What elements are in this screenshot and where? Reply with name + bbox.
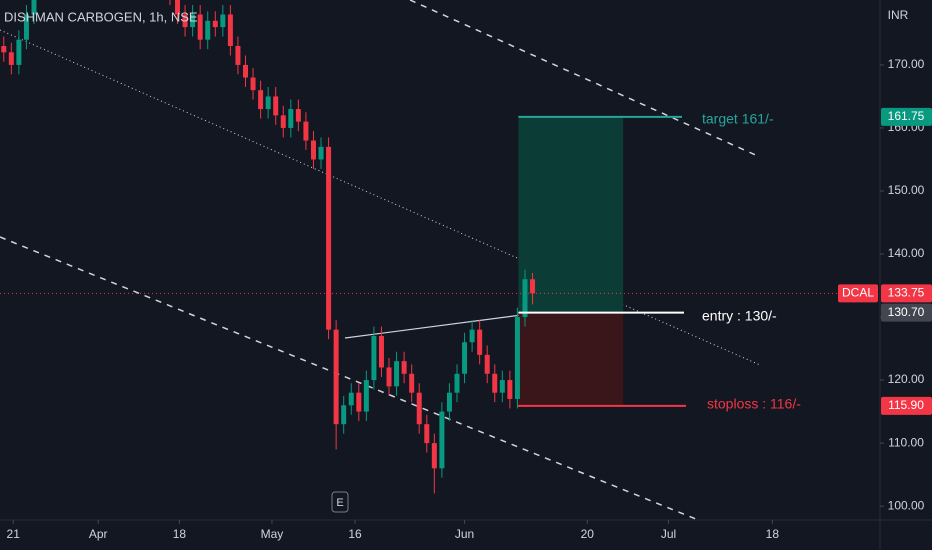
candle-body	[454, 373, 460, 393]
candle-body	[363, 380, 369, 412]
candle-body	[280, 115, 286, 128]
candle-body	[378, 335, 384, 368]
candle-body	[499, 380, 505, 393]
x-tick-label: 21	[7, 527, 21, 541]
channel-bottom	[0, 236, 701, 520]
candle-body	[318, 146, 324, 160]
annotation: entry : 130/-	[702, 307, 777, 323]
y-tick-label: 150.00	[888, 183, 925, 197]
candle-body	[341, 405, 347, 425]
candle-body	[235, 46, 241, 65]
candle-body	[182, 14, 188, 28]
candle-body	[31, 0, 37, 15]
candle-body	[409, 373, 415, 393]
candle-body	[356, 392, 362, 412]
candle-body	[288, 109, 294, 128]
currency: INR	[888, 8, 909, 22]
candle-body	[514, 317, 520, 399]
plot	[0, 0, 880, 494]
candle-body	[303, 121, 309, 141]
candle-body	[265, 96, 271, 110]
candle-body	[175, 0, 181, 15]
candle-body	[522, 279, 528, 318]
price-label: 130.70	[888, 305, 925, 319]
price-label-box	[881, 303, 932, 322]
y-tick-label: 140.00	[888, 246, 925, 260]
candle-body	[1, 46, 7, 53]
candle-body	[431, 443, 437, 469]
candle-body	[462, 342, 468, 374]
price-label-box	[881, 284, 932, 303]
price-label: 161.75	[888, 109, 925, 123]
candle-body	[469, 329, 475, 343]
candle-body	[484, 354, 490, 374]
candle-body	[227, 14, 233, 47]
candle-body	[386, 367, 392, 387]
candle-body	[250, 77, 256, 91]
candle-body	[477, 329, 483, 355]
x-tick-label: 18	[173, 527, 187, 541]
y-tick-label: 110.00	[888, 435, 924, 449]
candle-body	[310, 140, 316, 160]
candle-body	[23, 14, 29, 40]
annotation: stoploss : 116/-	[707, 396, 801, 412]
candle-body	[197, 14, 203, 40]
candle-body	[333, 329, 339, 425]
candle-body	[242, 64, 248, 78]
candle-body	[16, 39, 22, 65]
price-label: 115.90	[888, 398, 924, 412]
channel-top	[409, 0, 761, 158]
x-tick-label: Jul	[661, 527, 676, 541]
trend-line	[0, 29, 761, 366]
candle-body	[492, 373, 498, 393]
candle-body	[205, 20, 211, 40]
chart-title: DISHMAN CARBOGEN, 1h, NSE	[4, 9, 198, 24]
candle-body	[8, 52, 14, 65]
candle-body	[190, 14, 196, 28]
symbol-tag	[838, 284, 878, 303]
candle-body	[424, 424, 430, 444]
candle-body	[530, 279, 536, 294]
x-tick-label: 20	[581, 527, 595, 541]
y-tick-label: 100.00	[888, 498, 925, 512]
symbol-tag-label: DCAL	[842, 286, 874, 300]
event-badge[interactable]	[331, 491, 349, 513]
candle-body	[220, 14, 226, 28]
x-tick-label: 16	[348, 527, 362, 541]
candle-body	[439, 411, 445, 469]
candle-body	[446, 392, 452, 412]
candle-body	[348, 392, 354, 406]
annotation: target 161/-	[702, 111, 774, 127]
y-tick-label: 170.00	[888, 57, 925, 71]
candle-body	[507, 380, 513, 399]
y-tick-label: 120.00	[888, 372, 925, 386]
candle-body	[394, 361, 400, 387]
candle-body	[371, 335, 377, 381]
candle-body	[416, 392, 422, 425]
candle-body	[273, 96, 279, 116]
x-tick-label: 18	[766, 527, 780, 541]
candle-body	[401, 361, 407, 374]
price-label-box	[881, 107, 932, 126]
x-tick-label: Apr	[89, 527, 108, 541]
candle-body	[212, 20, 218, 28]
event-badge-label: E	[336, 497, 343, 509]
x-tick-label: Jun	[455, 527, 474, 541]
price-label: 133.75	[888, 286, 925, 300]
x-tick-label: May	[261, 527, 284, 541]
loss-zone	[518, 312, 624, 406]
candle-body	[295, 109, 301, 122]
candle-body	[258, 90, 264, 110]
profit-zone	[518, 116, 624, 313]
price-label-box	[881, 396, 932, 415]
candle-body	[326, 146, 332, 330]
